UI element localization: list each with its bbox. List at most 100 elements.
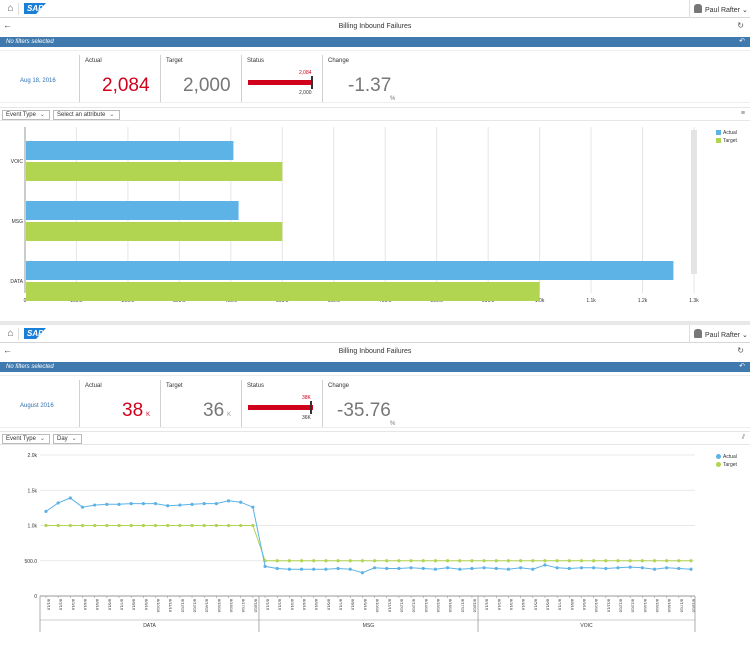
legend-target[interactable]: Target xyxy=(716,138,737,144)
day-dropdown[interactable]: Day ⌄ xyxy=(53,434,82,444)
back-arrow-icon[interactable]: ← xyxy=(3,20,12,30)
x-tick-label: 8/7/16 xyxy=(339,599,344,611)
dropdown-label: Event Type xyxy=(6,112,36,118)
kpi-actual: Actual 38 K xyxy=(79,380,157,427)
x-tick-label: 8/18/16 xyxy=(472,599,477,613)
point-target xyxy=(531,559,535,563)
point-target xyxy=(80,523,85,528)
status-actual-text: 2,084 xyxy=(299,70,312,76)
legend-label: Target xyxy=(723,138,737,144)
chart-toolbar: Event Type ⌄ Day ⌄ ⫽ xyxy=(0,431,750,445)
y-tick-label: 500.0 xyxy=(24,559,37,565)
filter-status-text: No filters selected xyxy=(6,39,54,45)
point-actual xyxy=(604,566,608,571)
kpi-target-unit: K xyxy=(227,412,232,418)
undo-icon[interactable]: ↶ xyxy=(739,38,745,45)
point-actual xyxy=(68,496,72,500)
legend-label: Actual xyxy=(723,454,737,460)
kpi-target-value: 2,000 xyxy=(183,75,231,97)
refresh-icon[interactable]: ↻ xyxy=(737,21,744,30)
user-menu[interactable]: Paul Rafter ⌄ xyxy=(694,4,748,14)
point-actual xyxy=(470,566,474,571)
point-target xyxy=(519,559,523,563)
status-bar xyxy=(248,80,313,85)
bar-target xyxy=(26,282,540,301)
bar-chart-icon[interactable]: ≡ xyxy=(740,110,745,117)
point-target xyxy=(482,559,486,563)
point-actual xyxy=(652,567,657,571)
status-target-text: 36K xyxy=(302,415,311,421)
status-target-text: 2,000 xyxy=(299,90,312,96)
back-arrow-icon[interactable]: ← xyxy=(3,345,12,355)
x-tick-label: 8/6/16 xyxy=(326,599,331,611)
sap-logo: SAP xyxy=(24,3,46,14)
x-tick-label: 8/15/16 xyxy=(655,599,660,613)
point-target xyxy=(56,523,60,528)
kpi-change: Change -1.37 % xyxy=(322,55,412,102)
point-actual xyxy=(153,502,158,506)
chart-scrollbar[interactable] xyxy=(691,130,697,274)
shell-bar: ⌂ SAP Paul Rafter ⌄ xyxy=(0,325,750,343)
filter-bar[interactable]: No filters selected ↶ xyxy=(0,37,750,47)
legend-target[interactable]: Target xyxy=(716,462,737,468)
x-tick-label: 8/12/16 xyxy=(618,599,623,613)
filter-bar[interactable]: No filters selected ↶ xyxy=(0,362,750,372)
attribute-dropdown[interactable]: Select an attribute ⌄ xyxy=(53,110,120,120)
home-icon[interactable]: ⌂ xyxy=(3,328,19,340)
point-actual xyxy=(287,567,291,571)
bar-target xyxy=(26,162,283,181)
x-tick-label: 8/18/16 xyxy=(253,599,258,613)
event-type-dropdown[interactable]: Event Type ⌄ xyxy=(2,434,50,444)
kpi-actual-unit: K xyxy=(146,412,151,418)
status-bar xyxy=(248,405,313,410)
user-menu[interactable]: Paul Rafter ⌄ xyxy=(694,329,748,339)
status-actual-text: 38K xyxy=(302,395,311,401)
legend-actual[interactable]: Actual xyxy=(716,130,737,136)
refresh-icon[interactable]: ↻ xyxy=(737,346,744,355)
point-actual xyxy=(482,566,486,570)
user-icon xyxy=(694,4,702,13)
x-tick-label: 8/3/16 xyxy=(290,599,295,611)
point-actual xyxy=(324,567,328,571)
page-title: Billing Inbound Failures xyxy=(338,348,412,355)
x-tick-label: 8/18/16 xyxy=(692,599,697,613)
point-actual xyxy=(117,502,121,506)
point-target xyxy=(579,559,584,563)
x-tick-label: 8/13/16 xyxy=(193,599,198,613)
chevron-down-icon: ⌄ xyxy=(39,436,45,442)
x-tick-label: 8/10/16 xyxy=(156,599,161,613)
event-type-dropdown[interactable]: Event Type ⌄ xyxy=(2,110,50,120)
point-target xyxy=(287,559,291,563)
line-chart-icon[interactable]: ⫽ xyxy=(741,434,745,441)
home-icon[interactable]: ⌂ xyxy=(3,3,19,15)
kpi-actual: Actual 2,084 xyxy=(79,55,157,102)
point-target xyxy=(616,559,620,563)
legend-actual[interactable]: Actual xyxy=(716,454,737,460)
x-tick-label: 8/11/16 xyxy=(606,599,611,613)
point-target xyxy=(202,523,206,528)
point-actual xyxy=(421,566,425,571)
x-tick-label: 1.2k xyxy=(638,298,648,304)
user-icon xyxy=(694,329,702,338)
kpi-target: Target 2,000 xyxy=(160,55,238,102)
kpi-target: Target 36 K xyxy=(160,380,238,427)
point-target xyxy=(117,523,121,528)
chevron-down-icon: ⌄ xyxy=(741,332,748,339)
point-target xyxy=(640,559,644,563)
kpi-date[interactable]: Aug 18, 2016 xyxy=(20,78,56,84)
x-tick-label: 8/9/16 xyxy=(144,599,149,611)
kpi-date[interactable]: August 2016 xyxy=(20,403,54,409)
point-actual xyxy=(312,567,316,571)
point-actual xyxy=(689,567,693,571)
x-tick-label: 8/8/16 xyxy=(132,599,137,611)
x-tick-label: 8/8/16 xyxy=(570,599,575,611)
point-target xyxy=(665,559,669,563)
undo-icon[interactable]: ↶ xyxy=(739,363,745,370)
point-target xyxy=(153,523,158,528)
status-target-marker xyxy=(311,76,313,89)
bar-actual xyxy=(26,141,234,160)
point-actual xyxy=(616,566,620,570)
point-target xyxy=(275,559,279,563)
point-actual xyxy=(166,504,170,508)
kpi-target-number: 36 xyxy=(203,400,225,421)
